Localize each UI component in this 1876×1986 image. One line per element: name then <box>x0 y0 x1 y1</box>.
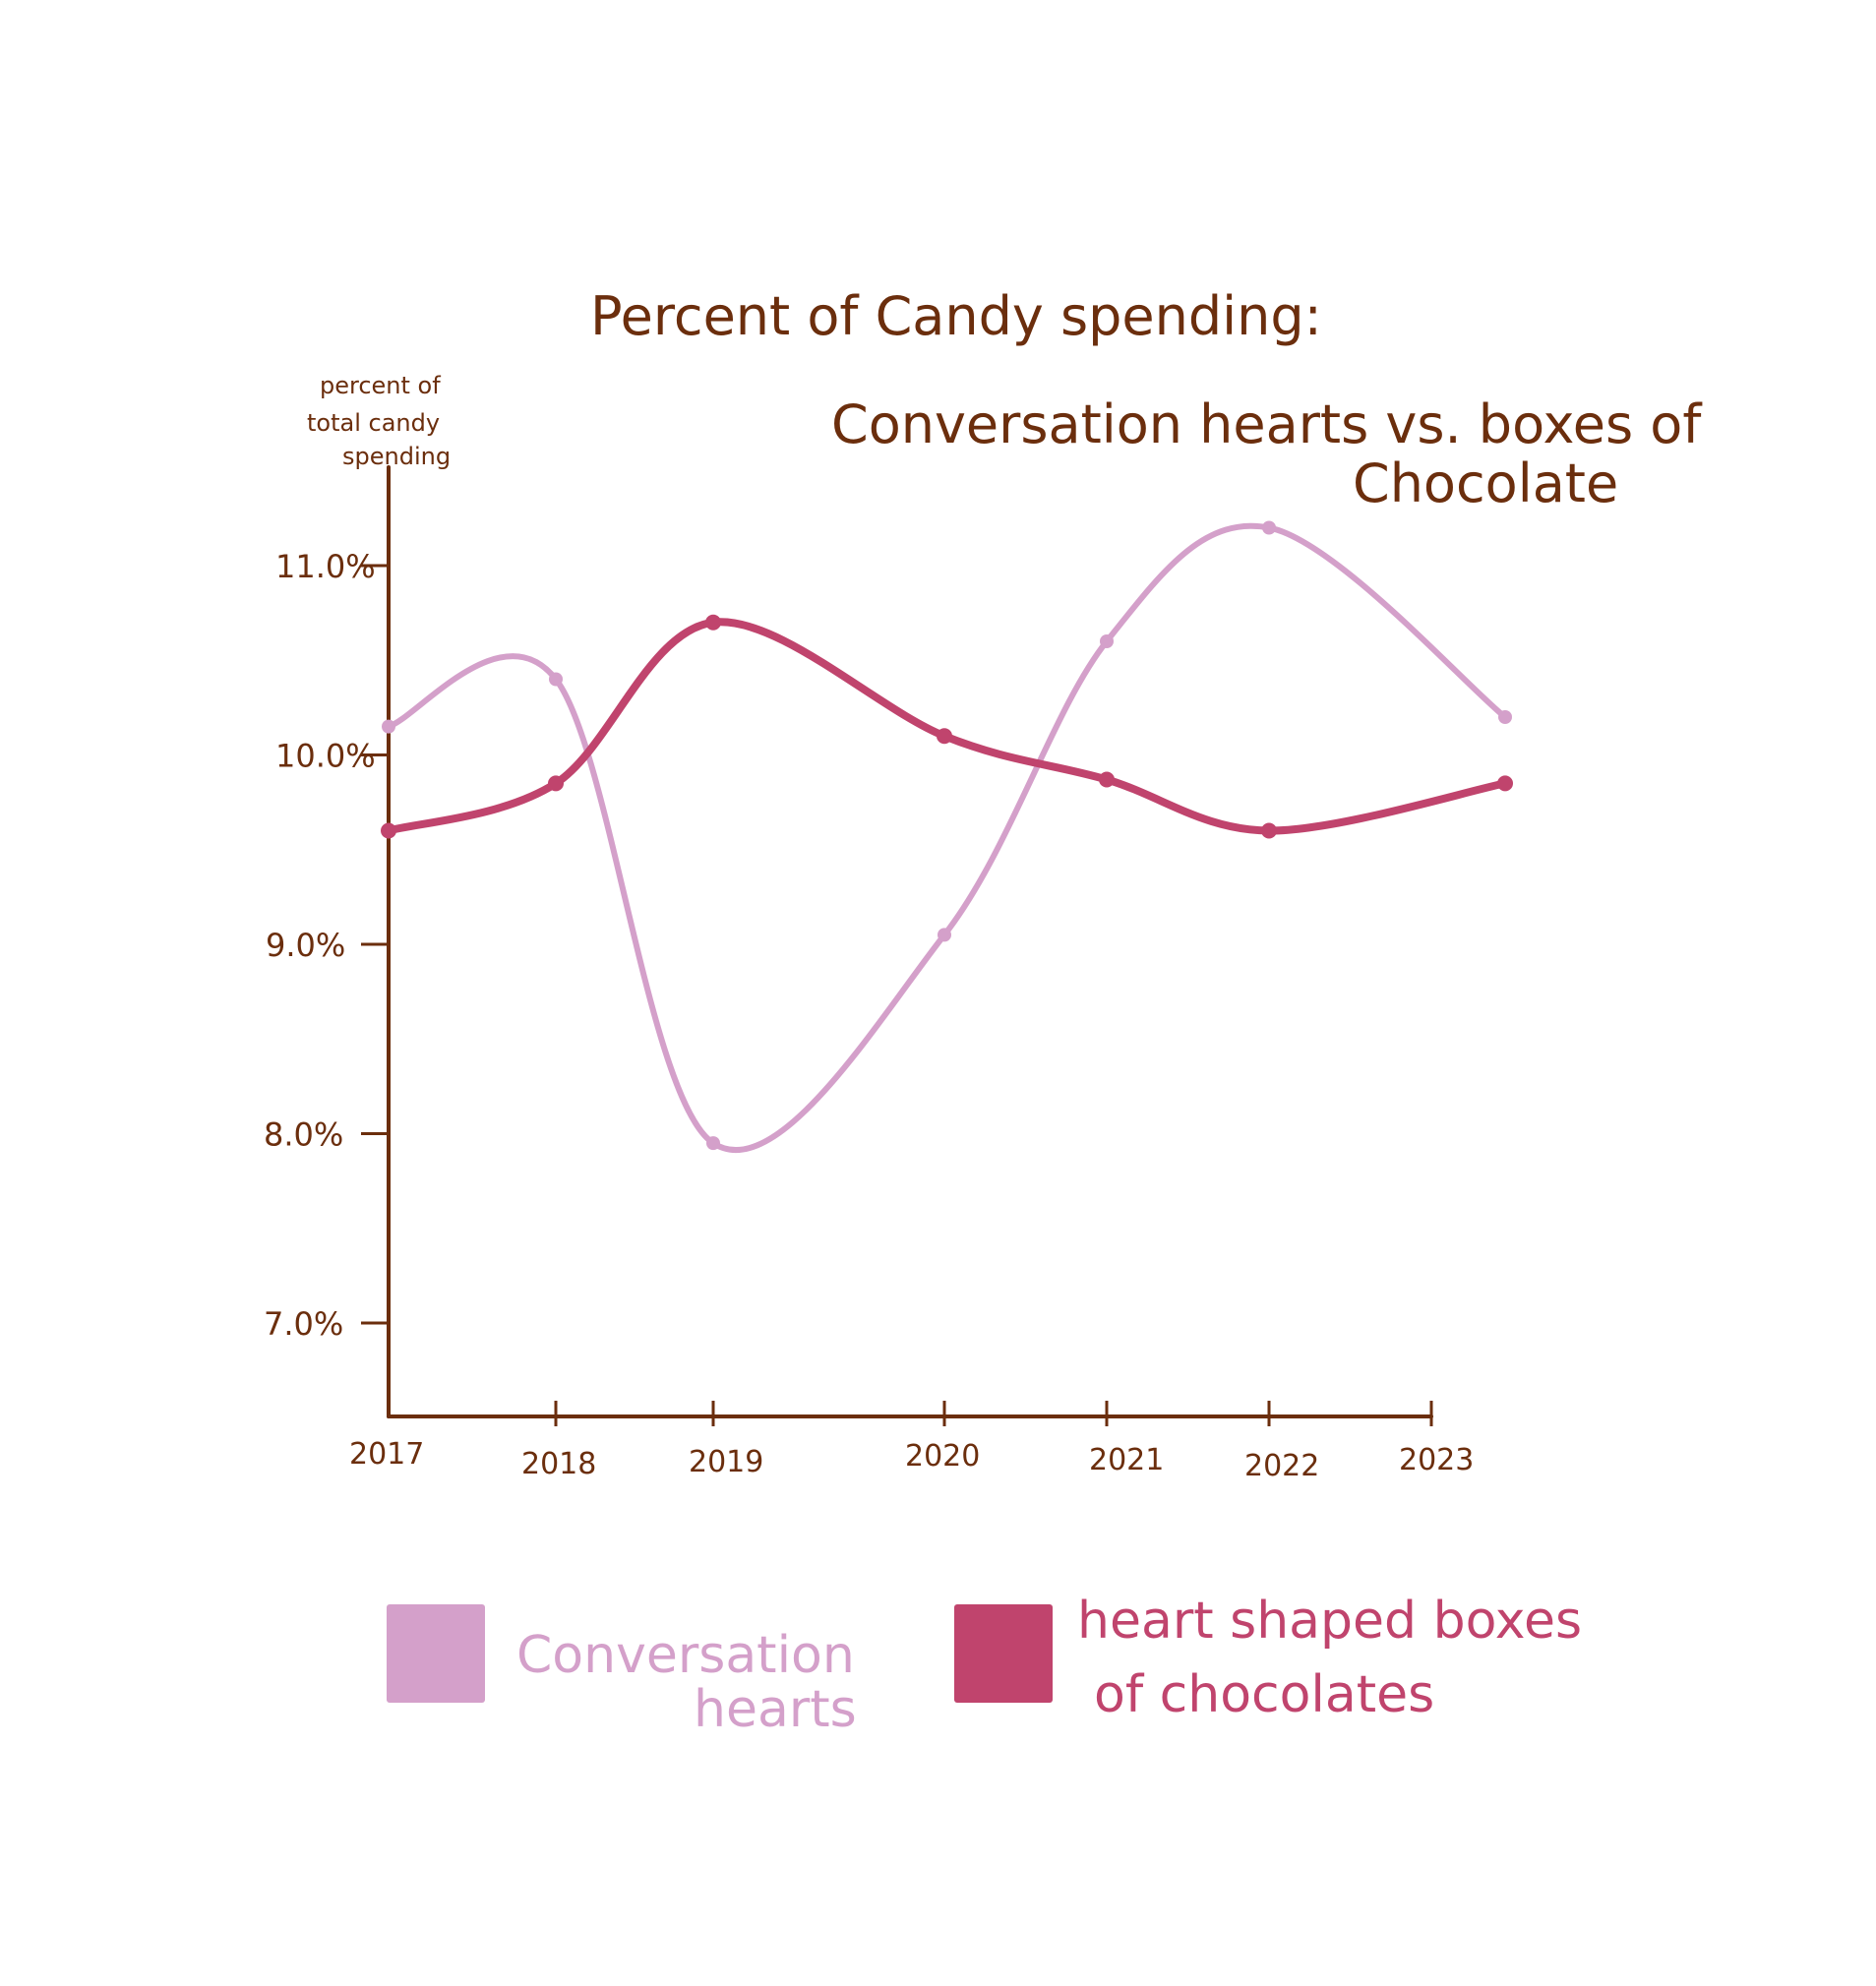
x-tick-label: 2017 <box>349 1437 424 1472</box>
x-axis-ticks: 2017 2018 2019 2020 2021 2022 2023 <box>349 1401 1474 1483</box>
series-line-conversation-hearts <box>386 522 1508 1154</box>
y-tick-label: 7.0% <box>264 1305 343 1343</box>
legend-swatch-heart-shaped-boxes <box>954 1604 1053 1703</box>
data-point-conversation-hearts-2017 <box>382 719 395 734</box>
y-tick-label: 11.0% <box>275 548 376 585</box>
data-point-heart-shaped-boxes-2017 <box>381 822 396 839</box>
x-tick-label: 2022 <box>1244 1449 1319 1483</box>
legend-label-conversation-hearts-line-1: Conversation <box>516 1626 855 1685</box>
data-point-heart-shaped-boxes-2022 <box>1261 822 1277 839</box>
series-lines <box>385 522 1509 1154</box>
y-axis-label-line-3: spending <box>342 443 451 470</box>
chart-title: Percent of Candy spending: Conversation … <box>590 285 1703 514</box>
data-point-conversation-hearts-2022 <box>1262 520 1276 535</box>
x-tick-label: 2020 <box>905 1439 980 1474</box>
chart-title-line-1: Percent of Candy spending: <box>590 285 1322 347</box>
chart-title-line-3: Chocolate <box>1353 452 1618 514</box>
data-point-conversation-hearts-2023 <box>1498 710 1512 724</box>
data-point-conversation-hearts-2018 <box>549 672 563 687</box>
legend-label-heart-shaped-boxes-line-1: heart shaped boxes <box>1077 1592 1582 1651</box>
legend-label-conversation-hearts-line-2: hearts <box>694 1680 857 1739</box>
y-axis-ticks: 11.0% 10.0% 9.0% 8.0% 7.0% <box>264 548 389 1343</box>
x-tick-label: 2019 <box>689 1445 763 1479</box>
data-point-conversation-hearts-2021 <box>1100 634 1114 648</box>
y-axis-label-line-1: percent of <box>320 372 441 399</box>
x-tick-label: 2018 <box>521 1447 596 1481</box>
chart-axes <box>387 465 1433 1418</box>
y-tick-label: 9.0% <box>266 927 345 964</box>
legend: Conversation hearts heart shaped boxes o… <box>387 1592 1582 1739</box>
data-point-conversation-hearts-2020 <box>938 928 951 942</box>
data-point-heart-shaped-boxes-2018 <box>548 775 564 792</box>
y-axis-label: percent of total candy spending <box>307 372 451 470</box>
data-point-conversation-hearts-2019 <box>706 1136 720 1151</box>
data-point-heart-shaped-boxes-2020 <box>937 728 952 745</box>
data-point-heart-shaped-boxes-2019 <box>705 614 721 631</box>
legend-swatch-conversation-hearts <box>387 1604 485 1703</box>
series-line-heart-shaped-boxes <box>385 618 1509 835</box>
y-tick-label: 10.0% <box>275 738 376 775</box>
x-tick-label: 2023 <box>1399 1443 1474 1477</box>
legend-label-heart-shaped-boxes-line-2: of chocolates <box>1094 1665 1434 1724</box>
chart-title-line-2: Conversation hearts vs. boxes of <box>831 393 1703 455</box>
data-point-heart-shaped-boxes-2021 <box>1099 771 1115 788</box>
y-tick-label: 8.0% <box>264 1116 343 1154</box>
x-tick-label: 2021 <box>1089 1443 1164 1477</box>
data-point-heart-shaped-boxes-2023 <box>1497 775 1513 792</box>
y-axis-label-line-2: total candy <box>307 409 440 437</box>
series-points <box>381 520 1513 1151</box>
